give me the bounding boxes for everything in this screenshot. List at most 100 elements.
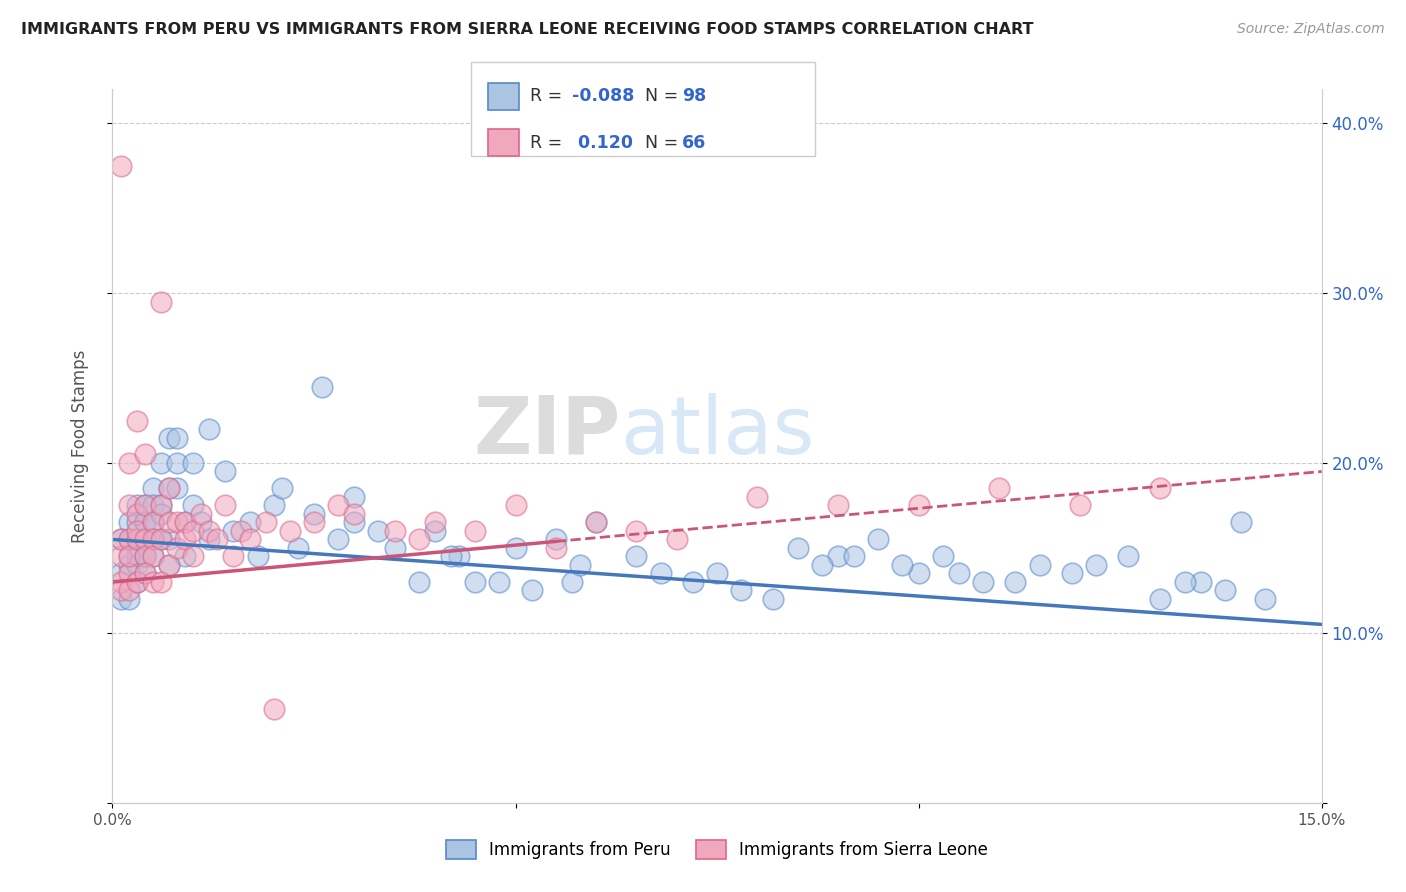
Text: R =: R = <box>530 134 568 152</box>
Point <box>117 533 139 547</box>
Point <box>117 499 139 513</box>
Point <box>142 549 165 564</box>
Point <box>207 533 229 547</box>
Text: 0.120: 0.120 <box>572 134 633 152</box>
Point <box>1149 591 1171 606</box>
Point <box>238 533 260 547</box>
Point <box>125 558 148 572</box>
Point <box>449 549 471 564</box>
Point <box>142 499 165 513</box>
Point <box>302 507 325 521</box>
Point <box>157 482 180 496</box>
Point <box>157 482 180 496</box>
Point <box>181 549 204 564</box>
Text: 66: 66 <box>682 134 706 152</box>
Point <box>1174 574 1197 589</box>
Point <box>134 566 156 581</box>
Point <box>302 516 325 530</box>
Point <box>157 430 180 444</box>
Point <box>149 456 172 470</box>
Point <box>117 583 139 598</box>
Point <box>166 541 188 555</box>
Point <box>149 533 172 547</box>
Point <box>585 516 607 530</box>
Point <box>907 499 929 513</box>
Point <box>134 533 156 547</box>
Point <box>110 549 132 564</box>
Point <box>117 533 139 547</box>
Point <box>125 507 148 521</box>
Point <box>134 516 156 530</box>
Point <box>110 583 132 598</box>
Point <box>117 566 139 581</box>
Point <box>125 413 148 427</box>
Point <box>270 482 292 496</box>
Point <box>110 591 132 606</box>
Point <box>142 574 165 589</box>
Point <box>520 583 543 598</box>
Point <box>149 574 172 589</box>
Point <box>149 294 172 309</box>
Point <box>1230 516 1253 530</box>
Point <box>166 456 188 470</box>
Point <box>174 516 197 530</box>
Point <box>149 499 172 513</box>
Point <box>1149 482 1171 496</box>
Point <box>464 524 486 538</box>
Point <box>134 533 156 547</box>
Point <box>110 533 132 547</box>
Point <box>142 549 165 564</box>
Point <box>214 465 236 479</box>
Point <box>367 524 389 538</box>
Point <box>988 482 1011 496</box>
Text: atlas: atlas <box>620 392 814 471</box>
Point <box>1213 583 1236 598</box>
Point <box>110 566 132 581</box>
Point <box>125 499 148 513</box>
Point <box>149 499 172 513</box>
Point <box>408 574 430 589</box>
Point <box>157 558 180 572</box>
Point <box>190 516 212 530</box>
Point <box>181 524 204 538</box>
Point <box>569 558 592 572</box>
Point <box>423 516 446 530</box>
Point <box>440 549 463 564</box>
Point <box>174 516 197 530</box>
Point <box>157 558 180 572</box>
Point <box>287 541 309 555</box>
Point <box>166 516 188 530</box>
Point <box>505 541 527 555</box>
Point <box>408 533 430 547</box>
Point <box>730 583 752 598</box>
Point <box>142 516 165 530</box>
Point <box>827 499 849 513</box>
Point <box>125 574 148 589</box>
Point <box>891 558 914 572</box>
Point <box>263 702 285 716</box>
Point <box>125 524 148 538</box>
Text: R =: R = <box>530 87 568 105</box>
Point <box>238 516 260 530</box>
Point <box>423 524 446 538</box>
Point <box>343 490 366 504</box>
Text: N =: N = <box>645 134 685 152</box>
Point <box>222 549 245 564</box>
Text: ZIP: ZIP <box>472 392 620 471</box>
Point <box>166 482 188 496</box>
Point <box>117 558 139 572</box>
Point <box>544 541 567 555</box>
Point <box>1084 558 1107 572</box>
Point <box>682 574 704 589</box>
Point <box>134 566 156 581</box>
Point <box>142 533 165 547</box>
Text: N =: N = <box>645 87 685 105</box>
Point <box>125 533 148 547</box>
Point <box>263 499 285 513</box>
Point <box>932 549 955 564</box>
Point <box>110 159 132 173</box>
Point <box>125 549 148 564</box>
Point <box>1060 566 1083 581</box>
Point <box>842 549 865 564</box>
Point <box>343 516 366 530</box>
